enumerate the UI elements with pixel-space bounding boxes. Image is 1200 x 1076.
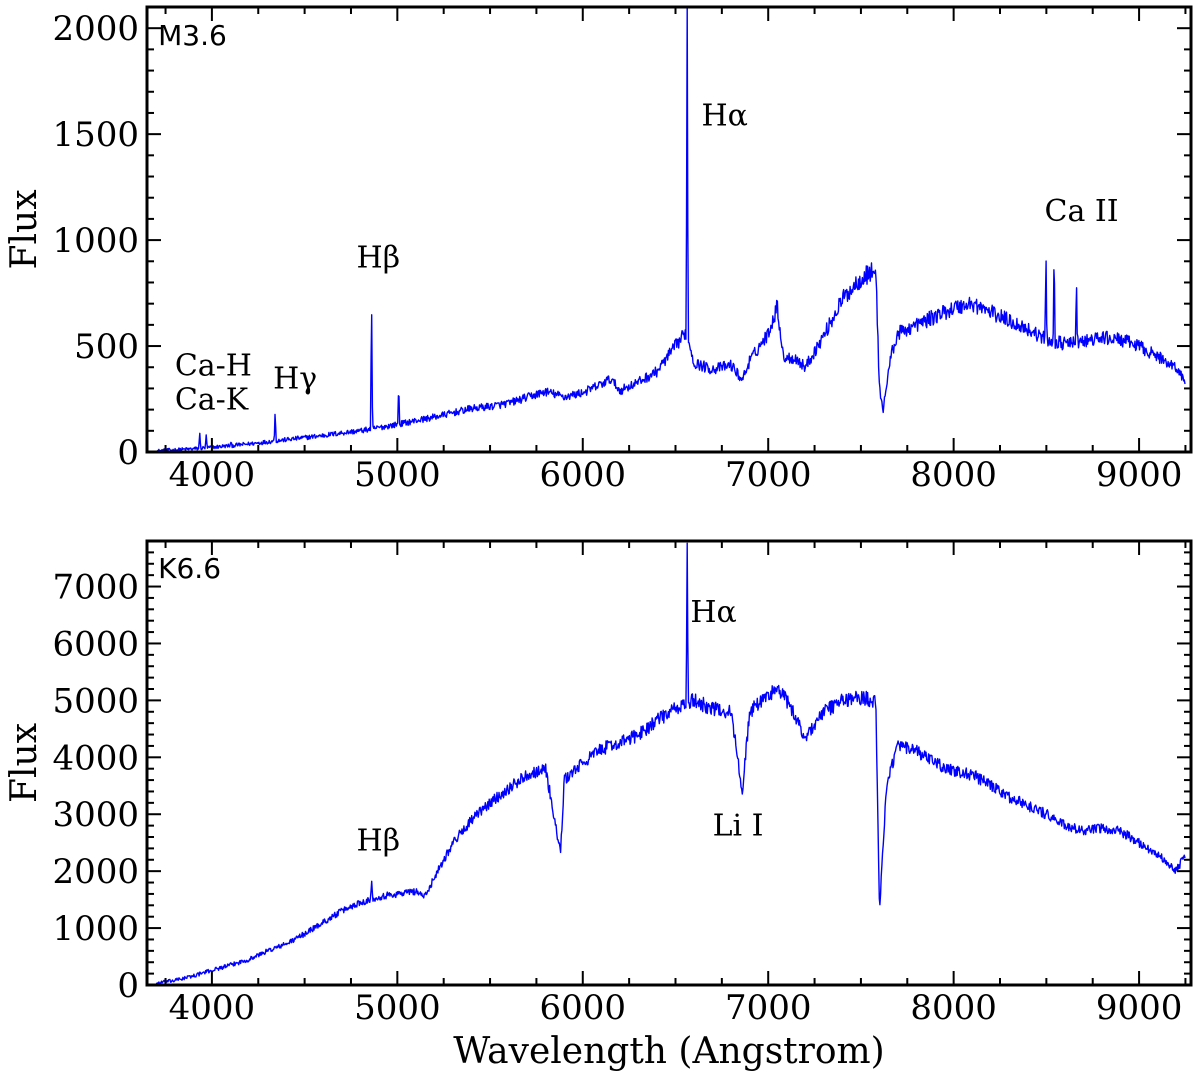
x-tick-label: 7000 — [725, 455, 812, 495]
y-tick-label: 6000 — [52, 624, 139, 664]
x-tick-label: 7000 — [725, 988, 812, 1028]
y-tick-label: 1000 — [52, 909, 139, 949]
spectrum-line-k66 — [155, 542, 1186, 985]
annotation-ca-k: Ca-K — [175, 383, 249, 418]
annotation-ca-h: Ca-H — [175, 349, 252, 384]
x-tick-label: 9000 — [1096, 455, 1183, 495]
annotation-hα: Hα — [701, 99, 747, 134]
y-tick-label: 2000 — [52, 852, 139, 892]
y-tick-label: 2000 — [52, 9, 139, 49]
annotation-hβ: Hβ — [357, 824, 401, 859]
x-tick-label: 8000 — [910, 455, 997, 495]
y-axis-label: Flux — [4, 190, 45, 270]
y-tick-label: 3000 — [52, 795, 139, 835]
annotation-li-i: Li I — [713, 808, 764, 843]
y-tick-label: 1500 — [52, 115, 139, 155]
annotation-hγ: Hγ — [273, 361, 317, 396]
annotation-m3-6: M3.6 — [158, 19, 227, 52]
plot-frame — [145, 5, 1193, 454]
y-tick-label: 0 — [117, 966, 139, 1006]
x-tick-label: 9000 — [1096, 988, 1183, 1028]
annotation-hβ: Hβ — [357, 241, 401, 276]
plot-frame — [145, 539, 1193, 987]
x-tick-label: 4000 — [169, 988, 256, 1028]
panel-k66-spectrum: 4000 5000 6000 7000 8000 9000 0 1000 2000 3000 400… — [4, 539, 1193, 1072]
x-tick-label: 4000 — [169, 455, 256, 495]
y-tick-label: 500 — [74, 327, 139, 367]
y-tick-label: 7000 — [52, 568, 139, 608]
panel-m36-spectrum: 4000 5000 6000 7000 8000 9000 0 500 1000 1500 2000… — [4, 5, 1193, 495]
y-tick-label: 1000 — [52, 221, 139, 261]
y-tick-label: 5000 — [52, 681, 139, 721]
annotation-k6-6: K6.6 — [158, 552, 221, 585]
annotation-hα: Hα — [690, 595, 736, 630]
x-tick-label: 6000 — [540, 988, 627, 1028]
x-axis-label: Wavelength (Angstrom) — [453, 1031, 884, 1072]
y-tick-label: 4000 — [52, 738, 139, 778]
x-tick-label: 6000 — [540, 455, 627, 495]
x-tick-label: 5000 — [354, 988, 441, 1028]
y-tick-label: 0 — [117, 433, 139, 473]
y-axis-label: Flux — [4, 723, 45, 803]
spectrum-line-m36 — [156, 7, 1186, 452]
annotation-ca-ii: Ca II — [1045, 194, 1119, 229]
x-tick-label: 8000 — [910, 988, 997, 1028]
x-tick-label: 5000 — [354, 455, 441, 495]
